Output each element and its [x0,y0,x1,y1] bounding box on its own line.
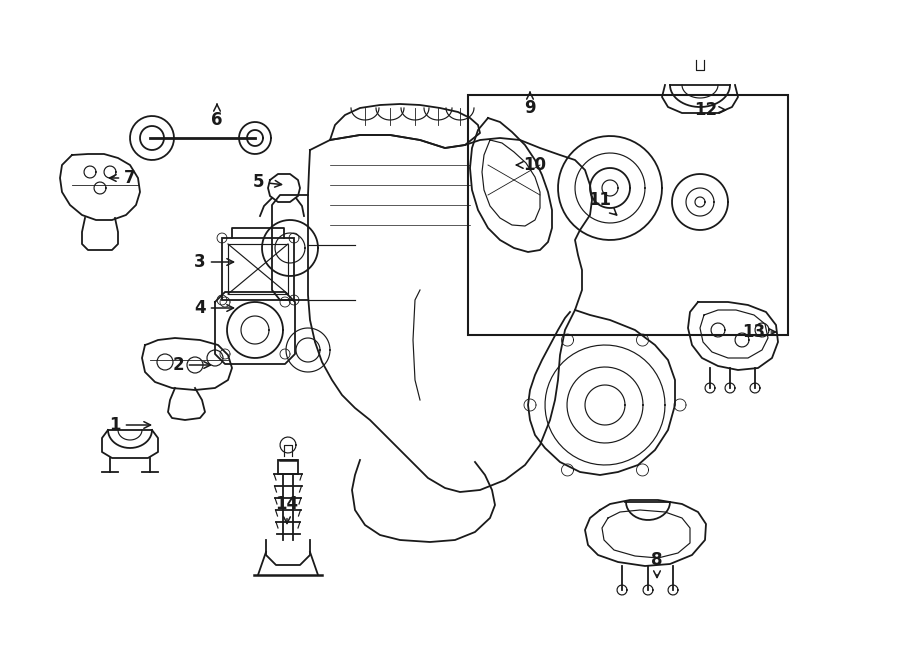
Bar [222,238,294,300]
Text: 14: 14 [275,495,299,524]
Text: 2: 2 [172,356,211,374]
Text: 6: 6 [212,104,223,129]
Bar [228,244,288,294]
Text: 1: 1 [109,416,150,434]
Text: 11: 11 [589,191,616,215]
Text: 12: 12 [695,101,725,119]
Text: 7: 7 [110,169,136,187]
Bar [468,95,788,335]
Text: 5: 5 [252,173,282,191]
Text: 9: 9 [524,93,536,117]
Bar [278,460,298,474]
Text: 13: 13 [742,323,776,341]
Text: 3: 3 [194,253,233,271]
Text: 10: 10 [517,156,546,174]
Text: 8: 8 [652,551,662,578]
Text: 4: 4 [194,299,233,317]
